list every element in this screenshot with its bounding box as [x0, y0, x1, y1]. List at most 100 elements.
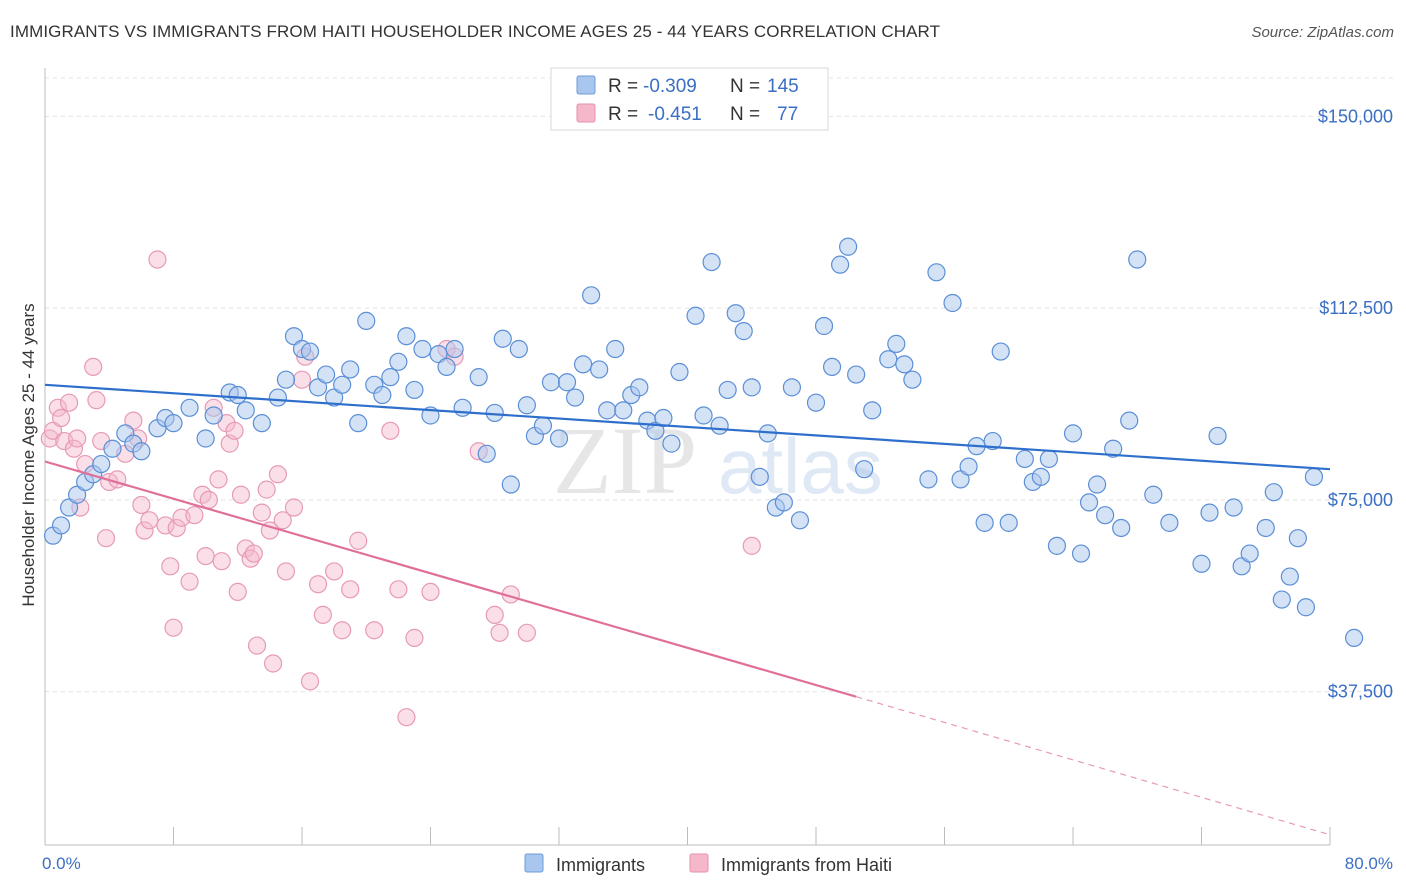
- immigrants-point: [1232, 557, 1251, 576]
- haiti-point: [325, 562, 344, 581]
- haiti-point: [241, 549, 260, 568]
- immigrants-point: [1208, 426, 1227, 446]
- legend-swatch-haiti: [576, 103, 596, 123]
- immigrants-point: [565, 388, 585, 407]
- immigrants-point: [477, 444, 496, 463]
- haiti-point: [308, 575, 328, 594]
- immigrants-point: [694, 406, 713, 425]
- haiti-point: [333, 621, 352, 640]
- immigrants-point: [276, 370, 296, 389]
- immigrants-point: [1192, 554, 1211, 573]
- immigrants-point: [959, 457, 978, 476]
- immigrants-point: [1224, 498, 1243, 517]
- immigrants-point: [1280, 567, 1299, 586]
- legend-top-box: [550, 67, 829, 131]
- immigrants-point: [782, 378, 802, 397]
- immigrants-point: [582, 286, 601, 305]
- immigrants-point: [630, 378, 649, 397]
- immigrants-point: [734, 322, 753, 341]
- haiti-trend-line: [44, 460, 857, 698]
- immigrants-point: [397, 327, 416, 346]
- haiti-point: [300, 672, 320, 691]
- haiti-point: [244, 544, 263, 563]
- immigrants-point: [983, 431, 1002, 451]
- haiti-point: [284, 498, 304, 517]
- immigrants-point: [533, 416, 553, 435]
- immigrants-point: [469, 368, 488, 387]
- immigrants-point: [1240, 544, 1259, 563]
- immigrants-point: [300, 342, 320, 361]
- immigrants-point: [549, 429, 569, 448]
- legend-bottom: Immigrants Immigrants from Haiti: [524, 853, 892, 875]
- immigrants-point: [501, 475, 520, 494]
- chart-title: IMMIGRANTS VS IMMIGRANTS FROM HAITI HOUS…: [10, 22, 941, 41]
- haiti-point: [87, 391, 106, 410]
- immigrants-point: [509, 339, 528, 359]
- y-tick-label: $150,000: [1318, 106, 1393, 126]
- immigrants-point: [598, 401, 617, 420]
- immigrants-point: [718, 380, 737, 400]
- trend-lines: [44, 383, 1331, 836]
- immigrants-point: [710, 416, 729, 435]
- y-axis-label: Householder Income Ages 25 - 44 years: [19, 303, 38, 606]
- haiti-point: [231, 485, 251, 504]
- immigrants-point: [1264, 483, 1283, 502]
- immigrants-point: [1288, 529, 1307, 548]
- immigrants-point: [1039, 449, 1059, 469]
- haiti-point: [397, 708, 416, 727]
- immigrants-point: [686, 306, 705, 325]
- legend-n-label-2: N =: [730, 104, 760, 125]
- haiti-point: [365, 621, 384, 640]
- haiti-point: [180, 572, 199, 591]
- immigrants-point: [590, 360, 609, 379]
- immigrants-point: [975, 513, 994, 532]
- immigrants-point: [236, 401, 255, 420]
- immigrants-point: [517, 396, 536, 415]
- immigrants-point: [1112, 518, 1131, 538]
- x-tick-label-end: 80.0%: [1345, 854, 1393, 873]
- legend-r-label-2: R =: [608, 104, 638, 125]
- immigrants-point: [381, 368, 400, 387]
- y-tick-label: $75,000: [1328, 490, 1393, 510]
- immigrants-point: [991, 342, 1010, 361]
- immigrants-point: [453, 398, 472, 417]
- haiti-point: [167, 518, 186, 538]
- immigrants-point: [1200, 503, 1219, 522]
- haiti-point: [124, 411, 143, 430]
- immigrants-point: [1160, 513, 1179, 532]
- haiti-point: [156, 516, 175, 535]
- watermark-zip: ZIP: [553, 407, 697, 514]
- legend-n-value-1: 145: [767, 76, 799, 97]
- y-tick-label: $37,500: [1328, 682, 1393, 702]
- immigrants-point: [349, 414, 368, 433]
- immigrants-point: [863, 401, 882, 420]
- immigrants-point: [1296, 598, 1316, 617]
- immigrants-point: [1096, 506, 1115, 525]
- haiti-point: [273, 511, 292, 530]
- immigrants-point: [1015, 449, 1034, 469]
- haiti-point: [132, 495, 151, 515]
- legend-bottom-label-immigrants: Immigrants: [556, 855, 645, 875]
- legend-r-value-2: -0.451: [648, 104, 702, 125]
- haiti-point: [421, 582, 440, 601]
- immigrants-point: [847, 365, 866, 384]
- haiti-point: [51, 408, 71, 428]
- immigrants-point: [702, 252, 721, 272]
- haiti-point: [276, 562, 296, 581]
- immigrants-point: [839, 237, 858, 256]
- immigrants-point: [268, 388, 288, 407]
- haiti-point: [257, 480, 276, 499]
- legend-top: R = -0.309 N = 145 R = -0.451 N = 77: [550, 67, 829, 131]
- immigrants-point: [1104, 439, 1123, 458]
- immigrants-point: [774, 493, 793, 512]
- haiti-point: [381, 421, 400, 440]
- tick-labels: $37,500 $75,000 $112,500 $150,000 0.0% 80.0%: [42, 106, 1393, 873]
- haiti-point: [405, 628, 424, 648]
- immigrants-point: [196, 429, 215, 448]
- immigrants-point: [855, 460, 874, 479]
- y-tick-label: $112,500: [1319, 298, 1393, 318]
- immigrants-point: [943, 293, 962, 313]
- immigrants-point: [806, 393, 826, 412]
- immigrants-point: [1144, 485, 1163, 504]
